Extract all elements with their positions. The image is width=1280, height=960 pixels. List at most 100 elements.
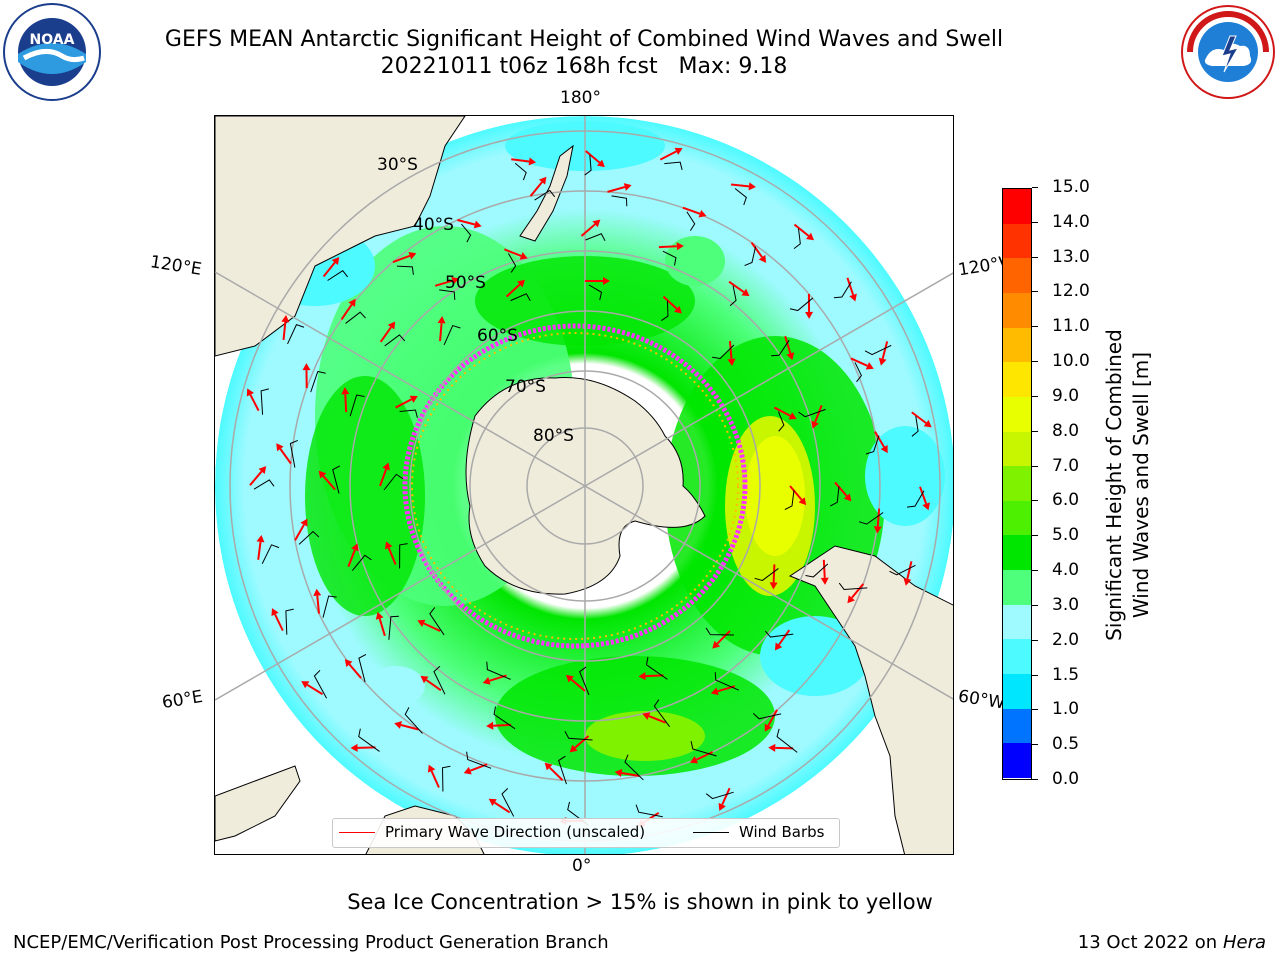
wind-barb xyxy=(510,293,531,302)
wind-barb xyxy=(854,362,862,383)
wave-direction-arrow xyxy=(645,674,664,678)
wind-barb xyxy=(461,223,472,243)
wind-barb xyxy=(313,669,328,699)
wave-direction-arrowhead xyxy=(847,595,855,604)
colorbar-label-line1: Significant Height of Combined xyxy=(1102,329,1126,641)
wind-barb xyxy=(686,211,696,231)
wave-direction-arrow xyxy=(378,618,386,637)
footer-host: Hera xyxy=(1222,932,1266,953)
wave-direction-arrow xyxy=(494,801,511,814)
wind-barb xyxy=(442,765,451,792)
wave-direction-arrowhead xyxy=(528,157,537,166)
wave-direction-arrowhead xyxy=(806,232,815,241)
wave-direction-arrowhead xyxy=(718,802,726,811)
wave-direction-arrowhead xyxy=(774,642,783,651)
wave-direction-arrowhead xyxy=(341,387,350,395)
wave-direction-arrowhead xyxy=(301,681,310,689)
wave-direction-arrowhead xyxy=(256,534,265,543)
wind-barb xyxy=(764,630,794,638)
sea-ice-edge-inner xyxy=(411,332,739,640)
colorbar-tick-label: 0.0 xyxy=(1052,769,1080,789)
wave-direction-arrow xyxy=(814,405,823,423)
colorbar-segment xyxy=(1003,431,1031,467)
wave-direction-arrow xyxy=(379,326,392,343)
wave-direction-arrow xyxy=(919,486,928,505)
wave-direction-arrow xyxy=(658,245,677,249)
wave-direction-arrow xyxy=(434,279,453,287)
wave-direction-arrowhead xyxy=(437,316,446,324)
lat-label-30s: 30°S xyxy=(377,155,418,175)
colorbar-tick-mark xyxy=(1032,291,1038,293)
footer-date-text: 13 Oct 2022 on xyxy=(1077,932,1223,953)
wave-direction-arrowhead xyxy=(712,640,721,649)
map-title: GEFS MEAN Antarctic Significant Height o… xyxy=(164,27,1004,52)
wave-field-blob xyxy=(665,236,725,286)
wind-barb xyxy=(327,270,349,281)
wave-direction-arrowhead xyxy=(538,176,547,185)
lon-label-60e: 60°E xyxy=(160,686,205,714)
colorbar-tick-label: 1.5 xyxy=(1052,664,1080,685)
wave-field-blob xyxy=(745,436,805,556)
colorbar-tick-label: 0.5 xyxy=(1052,734,1080,755)
wave-field-blob xyxy=(760,616,870,696)
wave-direction-arrowhead xyxy=(408,252,417,260)
wave-direction-arrow xyxy=(548,766,564,781)
wave-direction-arrow xyxy=(379,468,388,487)
wave-direction-arrow xyxy=(348,663,362,679)
lat-label-50s: 50°S xyxy=(445,273,486,293)
colorbar-segment xyxy=(1003,570,1031,605)
wave-direction-arrow xyxy=(322,261,336,278)
wave-direction-arrow xyxy=(621,772,640,777)
colorbar-segment xyxy=(1003,743,1031,778)
wave-direction-arrowhead xyxy=(748,182,756,191)
wave-direction-arrow xyxy=(716,630,731,645)
wind-barb xyxy=(907,490,925,508)
colorbar-tick-label: 6.0 xyxy=(1052,490,1080,511)
wind-barb xyxy=(789,297,814,312)
wind-barb xyxy=(805,563,829,578)
colorbar-segment xyxy=(1003,466,1031,501)
wave-direction-arrowhead xyxy=(674,305,682,314)
wave-direction-arrow xyxy=(775,746,794,750)
wave-direction-arrow xyxy=(425,679,442,692)
wind-barb xyxy=(429,607,445,636)
wind-barb xyxy=(858,512,884,525)
wave-direction-arrowhead xyxy=(350,743,358,752)
wave-direction-arrowhead xyxy=(849,293,857,302)
colorbar-segment xyxy=(1003,674,1031,709)
map-subtitle-line: 20221011 t06z 168h fcst Max: 9.18 xyxy=(380,54,788,79)
colorbar-tick-label: 8.0 xyxy=(1052,420,1080,441)
map-canvas: 30°S 40°S 50°S 60°S 70°S 80°S xyxy=(215,116,953,854)
wind-barb xyxy=(690,741,717,757)
wind-barb xyxy=(345,311,366,324)
wave-direction-arrow xyxy=(511,158,530,163)
wind-barb xyxy=(776,728,798,753)
colorbar-segment xyxy=(1003,327,1031,363)
wave-direction-arrowhead xyxy=(348,298,356,307)
wind-barb xyxy=(439,289,456,300)
wave-direction-arrow xyxy=(306,683,324,696)
wave-direction-arrow xyxy=(793,223,810,237)
colorbar-tick-label: 15.0 xyxy=(1052,177,1090,197)
wind-barb xyxy=(514,162,527,181)
colorbar-label-line2: Wind Waves and Swell [m] xyxy=(1129,351,1153,619)
wind-barb xyxy=(433,665,446,695)
colorbar-tick-mark xyxy=(1032,639,1038,641)
colorbar-tick-mark xyxy=(1032,430,1038,432)
colorbar-tick-label: 10.0 xyxy=(1052,351,1090,372)
wave-direction-arrow xyxy=(730,183,750,188)
wave-direction-arrowhead xyxy=(486,721,494,730)
colorbar-tick-label: 2.0 xyxy=(1052,629,1080,650)
wave-direction-arrow xyxy=(430,770,440,788)
wave-direction-arrow xyxy=(316,595,321,614)
lon-label-60w: 60°W xyxy=(956,686,1007,714)
wave-direction-arrowhead xyxy=(302,363,311,371)
colorbar-tick-label: 14.0 xyxy=(1052,211,1090,232)
colorbar-segment xyxy=(1003,639,1031,675)
wave-direction-arrow xyxy=(257,541,262,560)
wave-direction-arrowhead xyxy=(811,420,819,429)
wave-direction-arrowhead xyxy=(463,766,472,775)
colorbar-segment xyxy=(1003,500,1031,536)
wind-barb xyxy=(507,253,517,273)
wave-direction-arrowhead xyxy=(596,159,605,168)
